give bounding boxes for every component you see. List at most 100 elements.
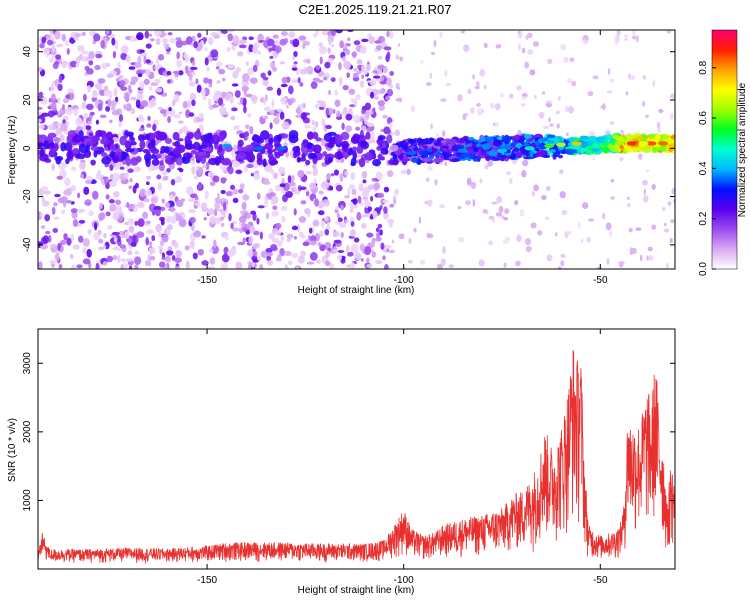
noise-speckle <box>152 123 157 132</box>
noise-speckle <box>239 96 244 105</box>
noise-speckle <box>306 65 314 75</box>
noise-speckle <box>359 46 367 54</box>
noise-speckle <box>167 224 173 230</box>
noise-speckle <box>264 94 268 102</box>
faint-speckle <box>670 93 675 99</box>
noise-speckle <box>81 31 86 37</box>
noise-speckle <box>165 215 173 224</box>
zero-band-speckle <box>151 158 160 166</box>
noise-speckle <box>75 56 81 64</box>
noise-speckle <box>355 93 361 101</box>
faint-speckle <box>389 132 395 136</box>
zero-band-speckle <box>237 152 247 160</box>
noise-speckle <box>134 250 140 256</box>
zero-band-speckle <box>124 148 135 153</box>
noise-speckle <box>345 113 353 121</box>
noise-speckle <box>332 249 338 253</box>
noise-speckle <box>352 76 360 82</box>
noise-speckle <box>154 64 160 70</box>
noise-speckle <box>75 62 80 68</box>
echo-band-speckle <box>539 144 546 148</box>
noise-speckle <box>130 35 135 42</box>
noise-speckle <box>50 93 56 101</box>
noise-speckle <box>203 77 209 84</box>
noise-speckle <box>242 36 248 41</box>
noise-speckle <box>280 205 288 211</box>
noise-speckle <box>102 245 107 249</box>
noise-speckle <box>335 116 343 120</box>
noise-speckle <box>246 223 251 230</box>
noise-speckle <box>197 181 203 190</box>
echo-band-speckle <box>411 157 419 164</box>
echo-band-speckle <box>633 148 639 152</box>
echo-band-speckle <box>649 138 659 143</box>
noise-speckle <box>243 87 247 96</box>
noise-speckle <box>207 266 216 269</box>
noise-speckle <box>86 248 92 258</box>
noise-speckle <box>351 188 357 196</box>
noise-speckle <box>265 252 274 257</box>
noise-speckle <box>362 196 369 200</box>
noise-speckle <box>239 183 245 190</box>
noise-speckle <box>57 110 61 117</box>
echo-band-speckle <box>539 137 548 142</box>
noise-speckle <box>306 58 311 64</box>
noise-speckle <box>154 30 162 37</box>
noise-speckle <box>127 168 134 173</box>
noise-speckle <box>53 216 60 220</box>
echo-core <box>638 141 649 146</box>
faint-speckle <box>564 231 569 239</box>
faint-speckle <box>531 191 536 196</box>
noise-speckle <box>353 67 358 72</box>
noise-speckle <box>329 186 334 191</box>
noise-speckle <box>41 36 47 44</box>
noise-speckle <box>187 198 195 202</box>
noise-speckle <box>120 258 127 263</box>
noise-speckle <box>333 230 340 238</box>
noise-speckle <box>53 202 58 207</box>
noise-speckle <box>58 161 66 171</box>
noise-speckle <box>377 89 386 95</box>
zero-band-speckle <box>146 151 151 158</box>
noise-speckle <box>271 99 275 108</box>
noise-speckle <box>63 115 69 121</box>
noise-speckle <box>215 61 223 67</box>
zero-band-speckle <box>186 132 194 140</box>
faint-speckle <box>466 177 472 186</box>
faint-speckle <box>425 177 430 183</box>
noise-speckle <box>51 125 56 131</box>
noise-speckle <box>377 55 383 60</box>
zero-band-speckle <box>101 138 111 145</box>
noise-speckle <box>174 242 179 249</box>
faint-speckle <box>606 90 613 94</box>
echo-band-speckle <box>392 159 399 166</box>
noise-speckle <box>109 164 114 171</box>
zero-band-speckle <box>237 139 244 147</box>
spectrogram-x-tick-label: -150 <box>197 275 217 286</box>
noise-speckle <box>111 110 120 116</box>
faint-speckle <box>515 260 521 267</box>
noise-speckle <box>94 222 98 231</box>
faint-speckle <box>420 259 426 265</box>
faint-speckle <box>556 110 560 115</box>
faint-speckle <box>614 37 619 45</box>
noise-speckle <box>74 33 82 37</box>
zero-band-speckle <box>268 137 274 145</box>
noise-speckle <box>296 106 301 115</box>
zero-band-speckle <box>38 134 44 143</box>
noise-speckle <box>368 36 376 45</box>
noise-speckle <box>387 170 394 178</box>
faint-speckle <box>444 69 448 77</box>
noise-speckle <box>154 78 161 84</box>
noise-speckle <box>281 121 290 130</box>
faint-speckle <box>410 104 415 113</box>
noise-speckle <box>88 50 95 60</box>
echo-band-speckle <box>417 159 422 163</box>
noise-speckle <box>191 99 196 107</box>
noise-speckle <box>155 209 161 217</box>
noise-speckle <box>220 222 225 228</box>
faint-speckle <box>434 179 438 186</box>
echo-band-speckle <box>504 152 511 156</box>
noise-speckle <box>200 88 206 97</box>
noise-speckle <box>143 78 150 85</box>
